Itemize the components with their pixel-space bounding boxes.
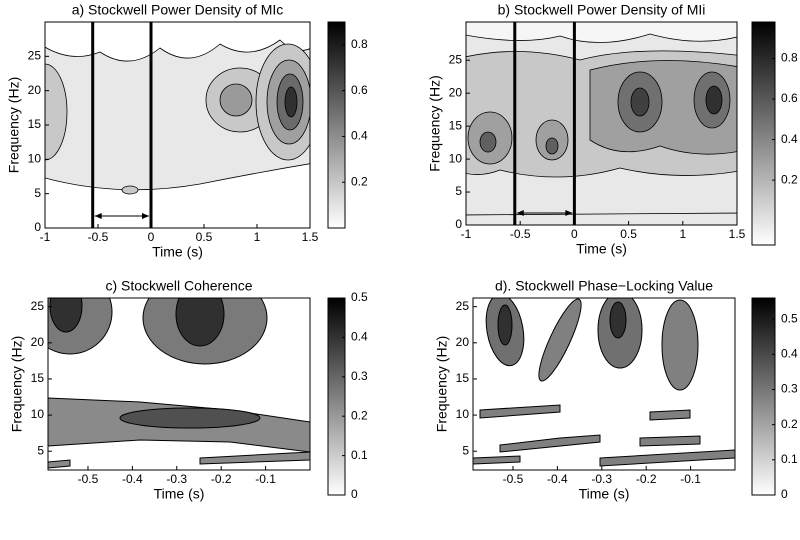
x-tick-label: -0.3: [166, 472, 187, 486]
y-tick-label: 10: [28, 152, 42, 166]
y-tick-label: 20: [31, 335, 45, 349]
y-tick-label: 10: [456, 407, 470, 421]
x-tick-label: 1: [254, 230, 261, 244]
colorbar-tick-label: 0.4: [351, 129, 368, 143]
x-tick-label: -0.2: [211, 472, 232, 486]
colorbar-tick-label: 0.3: [781, 382, 798, 396]
y-tick-label: 5: [37, 443, 44, 457]
colorbar: [327, 297, 346, 496]
chart-title: d). Stockwell Phase−Locking Value: [495, 278, 713, 294]
x-axis-label: Time (s): [576, 241, 627, 257]
y-axis-label: Frequency (Hz): [6, 77, 22, 173]
x-axis-label: Time (s): [152, 244, 203, 260]
x-tick-label: -1: [40, 230, 51, 244]
y-tick-label: 10: [31, 407, 45, 421]
colorbar-tick-label: 0.4: [781, 346, 798, 360]
y-axis-label: Frequency (Hz): [434, 336, 450, 432]
axes-frame: [465, 21, 738, 226]
colorbar-tick-label: 0: [781, 487, 788, 501]
y-tick-label: 25: [28, 49, 42, 63]
x-tick-label: 1.5: [302, 230, 319, 244]
y-tick-label: 5: [455, 184, 462, 198]
y-tick-label: 20: [456, 335, 470, 349]
colorbar-tick-label: 0.6: [351, 83, 368, 97]
axes-frame: [47, 297, 311, 471]
contour-fill: [48, 298, 310, 470]
colorbar-tick-label: 0.2: [781, 172, 798, 186]
x-tick-label: 1.5: [729, 227, 746, 241]
colorbar-tick-label: 0.2: [781, 417, 798, 431]
colorbar-tick-label: 0.5: [781, 311, 798, 325]
y-tick-label: 25: [456, 299, 470, 313]
colorbar-tick-label: 0.4: [351, 330, 368, 344]
x-tick-label: -1: [461, 227, 472, 241]
y-axis-label: Frequency (Hz): [9, 336, 25, 432]
x-tick-label: -0.2: [636, 472, 657, 486]
contour-fill: [45, 22, 310, 228]
x-tick-label: -0.5: [503, 472, 524, 486]
y-tick-label: 5: [462, 443, 469, 457]
colorbar-tick-label: 0.2: [351, 408, 368, 422]
x-tick-label: -0.5: [78, 472, 99, 486]
x-axis-label: Time (s): [579, 486, 630, 502]
y-tick-label: 10: [449, 151, 463, 165]
x-tick-label: -0.4: [122, 472, 143, 486]
y-tick-label: 25: [449, 52, 463, 66]
x-tick-label: 0: [571, 227, 578, 241]
x-tick-label: -0.4: [547, 472, 568, 486]
y-tick-label: 15: [456, 371, 470, 385]
contour-fill: [466, 22, 737, 225]
x-axis-label: Time (s): [154, 486, 205, 502]
x-tick-label: -0.5: [88, 230, 109, 244]
colorbar-tick-label: 0.1: [351, 448, 368, 462]
x-tick-label: -0.3: [591, 472, 612, 486]
colorbar-tick-label: 0.2: [351, 174, 368, 188]
colorbar-tick-label: 0.8: [351, 37, 368, 51]
chart-title: c) Stockwell Coherence: [105, 278, 252, 294]
colorbar-tick-label: 0.6: [781, 91, 798, 105]
colorbar-tick-label: 0.3: [351, 369, 368, 383]
x-tick-label: 0.5: [196, 230, 213, 244]
x-tick-label: -0.1: [680, 472, 701, 486]
y-tick-label: 20: [449, 85, 463, 99]
colorbar-tick-label: 0.4: [781, 132, 798, 146]
colorbar: [327, 21, 346, 229]
x-tick-label: 0: [148, 230, 155, 244]
colorbar: [751, 21, 776, 246]
x-tick-label: -0.1: [255, 472, 276, 486]
axes-frame: [472, 297, 736, 471]
colorbar: [751, 297, 776, 496]
y-tick-label: 5: [34, 186, 41, 200]
y-tick-label: 25: [31, 299, 45, 313]
colorbar-tick-label: 0.8: [781, 51, 798, 65]
chart-title: b) Stockwell Power Density of MIi: [498, 2, 706, 18]
colorbar-tick-label: 0.5: [351, 290, 368, 304]
colorbar-tick-label: 0.1: [781, 452, 798, 466]
x-tick-label: -0.5: [510, 227, 531, 241]
x-tick-label: 0.5: [620, 227, 637, 241]
y-tick-label: 20: [28, 83, 42, 97]
x-tick-label: 1: [679, 227, 686, 241]
y-tick-label: 0: [455, 217, 462, 231]
chart-title: a) Stockwell Power Density of MIc: [72, 2, 284, 18]
contour-fill: [473, 298, 735, 470]
y-tick-label: 15: [449, 118, 463, 132]
y-tick-label: 15: [28, 117, 42, 131]
y-tick-label: 0: [34, 220, 41, 234]
y-axis-label: Frequency (Hz): [427, 75, 443, 171]
y-tick-label: 15: [31, 371, 45, 385]
colorbar-tick-label: 0: [351, 487, 358, 501]
